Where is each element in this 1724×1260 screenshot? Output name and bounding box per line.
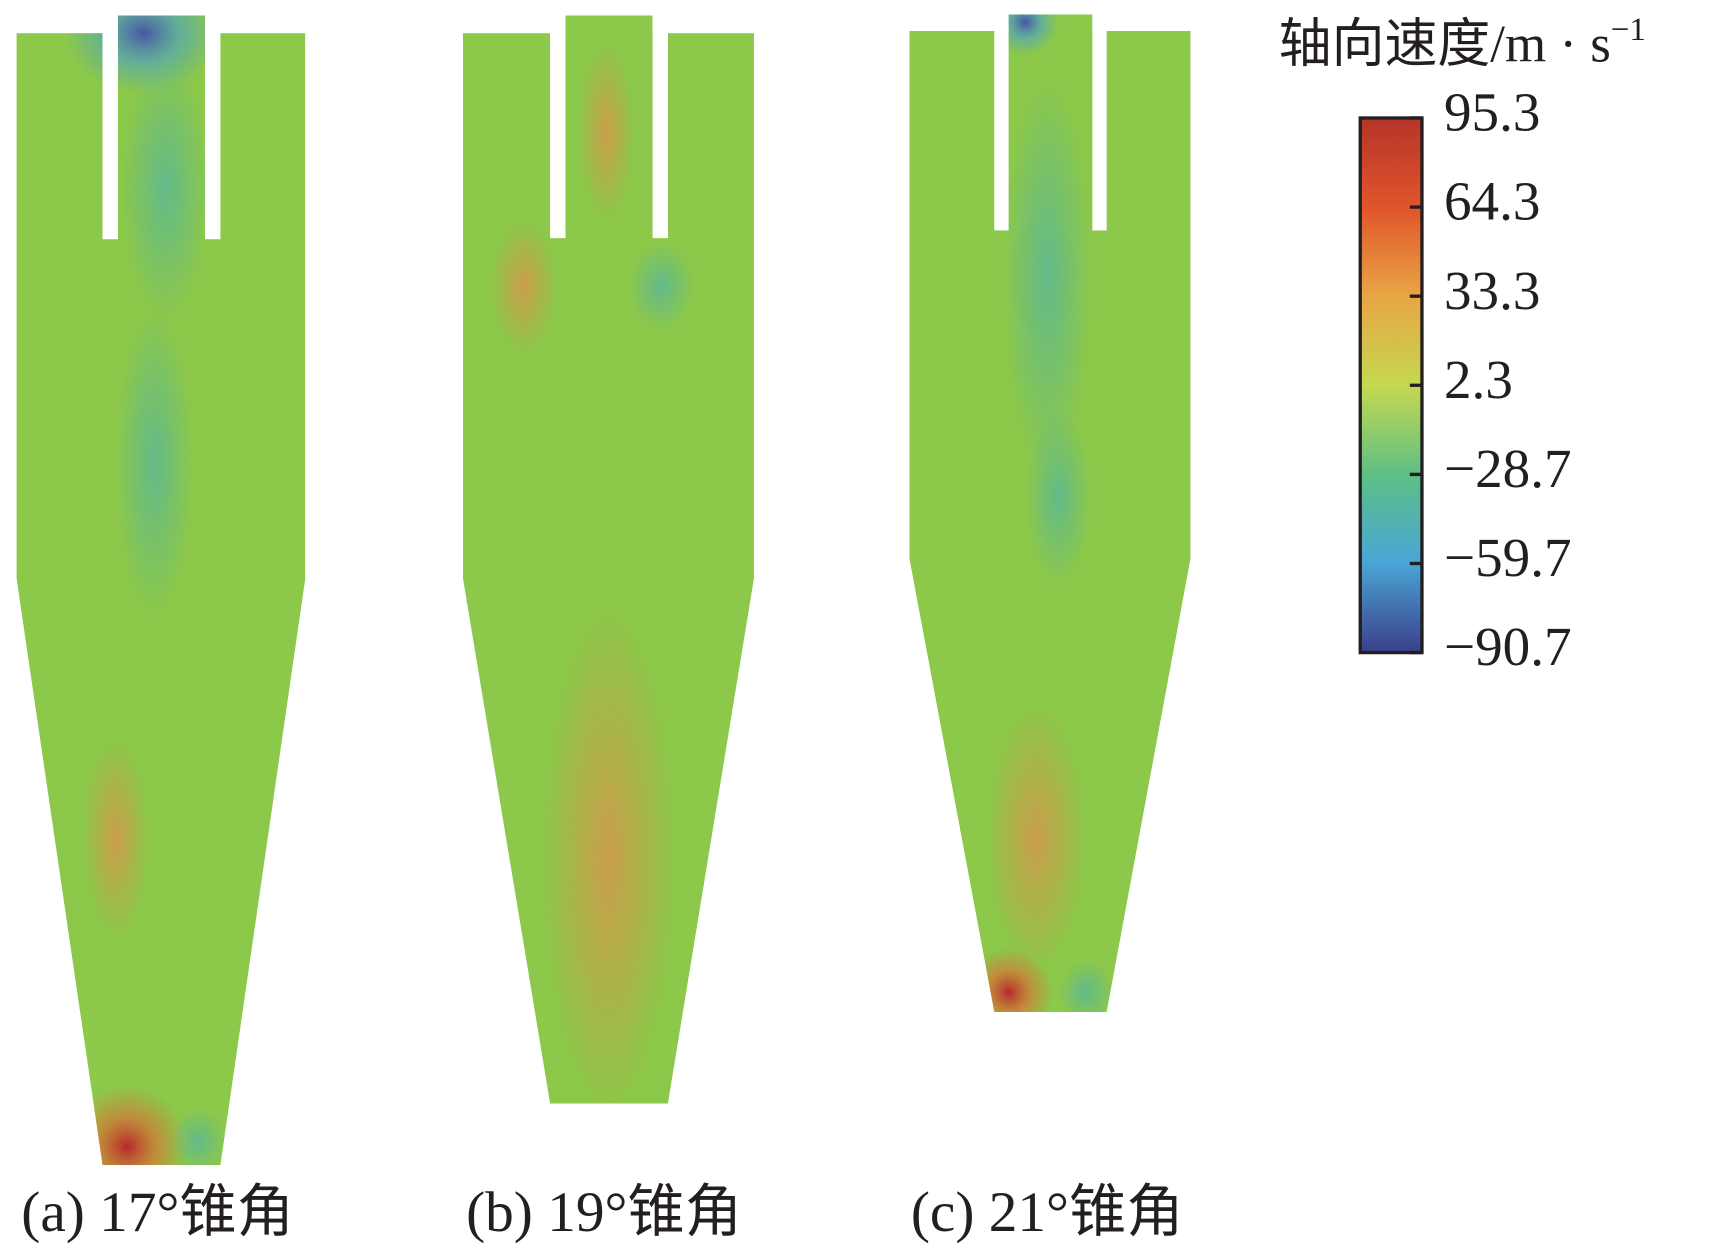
- cyclone-panel: (a) 17°锥角: [16, 15, 306, 1244]
- flow-region: [986, 705, 1086, 971]
- wall-gap: [1092, 29, 1107, 231]
- cyclone-panel: (b) 19°锥角: [462, 15, 754, 1244]
- panels: (a) 17°锥角 (b) 19°锥角 (c) 21°锥角: [16, 14, 1191, 1244]
- wall-gap: [994, 29, 1009, 231]
- colorbar-tick-label: 2.3: [1444, 349, 1513, 410]
- colorbar-tick-label: −28.7: [1444, 438, 1572, 499]
- flow-region: [542, 606, 675, 1104]
- flow-region: [1025, 407, 1092, 585]
- colorbar-ticks: 95.3 64.3 33.3 2.3 −28.7 −59.7 −90.7: [1409, 82, 1572, 677]
- colorbar-title: 轴向速度/m · s−1: [1279, 12, 1646, 74]
- flow-region: [121, 55, 210, 320]
- flow-region: [578, 44, 634, 221]
- flow-region: [170, 1107, 226, 1166]
- flow-region: [964, 948, 1053, 1012]
- cyclone-body: [909, 14, 1191, 1012]
- flow-region: [628, 242, 695, 331]
- colorbar-title-text: 轴向速度/m · s: [1279, 16, 1611, 74]
- colorbar-tick-label: −90.7: [1444, 616, 1572, 677]
- flow-region: [490, 220, 557, 353]
- flow-region: [66, 1085, 188, 1166]
- wall-gap: [205, 32, 221, 240]
- colorbar-tick-label: 64.3: [1444, 171, 1540, 232]
- colorbar-tick-label: 95.3: [1444, 82, 1540, 143]
- wall-gap: [102, 32, 118, 240]
- wall-gap: [652, 32, 668, 239]
- wall-gap: [550, 32, 566, 239]
- colorbar-tick-label: −59.7: [1444, 527, 1572, 588]
- panel-caption: (c) 21°锥角: [911, 1181, 1184, 1244]
- cyclone-body: [16, 15, 306, 1166]
- colorbar-title-sup: −1: [1611, 12, 1646, 48]
- panel-caption: (a) 17°锥角: [21, 1181, 294, 1244]
- cyclone-panel: (c) 21°锥角: [909, 14, 1191, 1244]
- panel-caption: (b) 19°锥角: [466, 1181, 742, 1244]
- flow-region: [1003, 77, 1092, 475]
- colorbar-tick-label: 33.3: [1444, 260, 1540, 321]
- cyclone-body: [462, 15, 754, 1104]
- flow-region: [1058, 959, 1114, 1012]
- flow-region: [115, 308, 193, 618]
- flow-region: [82, 738, 149, 937]
